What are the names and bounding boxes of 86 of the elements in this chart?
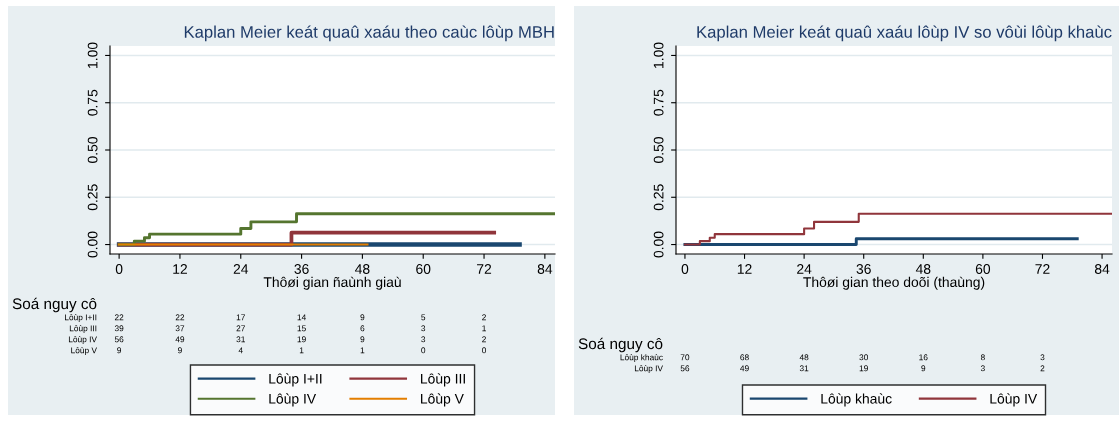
text: 19 <box>859 365 868 372</box>
x-tick-label: 48 <box>355 264 370 274</box>
text: 2 <box>1040 365 1045 372</box>
text: 3 <box>1040 354 1045 361</box>
y-tick-label: 0.50 <box>87 137 98 163</box>
x-tick-label: 60 <box>975 264 991 274</box>
x-tick-label: 0 <box>681 264 689 274</box>
x-axis-title: Thôøi gian theo doõi (thaùng) <box>803 276 985 290</box>
text: Lôùp V <box>71 347 97 355</box>
text: 22 <box>114 314 124 321</box>
x-tick-label: 12 <box>737 264 752 274</box>
text: 9 <box>117 347 122 354</box>
x-tick-label: 84 <box>537 264 553 274</box>
legend-label: Lôùp IV <box>990 393 1038 407</box>
x-tick-label: 24 <box>233 264 249 274</box>
text: 15 <box>297 325 306 332</box>
text: 22 <box>175 314 185 321</box>
text: Lôùp IV <box>68 336 97 344</box>
text: 14 <box>297 314 306 321</box>
text: 37 <box>175 325 185 332</box>
text: 2 <box>482 314 486 321</box>
text: 8 <box>980 354 985 361</box>
text: 56 <box>680 365 690 372</box>
text: 3 <box>421 336 426 343</box>
x-tick-label: 36 <box>294 264 309 274</box>
text: 70 <box>680 354 690 361</box>
y-tick-label: 0.00 <box>87 231 98 258</box>
text: 1 <box>299 347 304 354</box>
text: Soá nguy cô <box>578 337 663 353</box>
text: 49 <box>740 365 749 372</box>
x-tick-label: 72 <box>477 264 492 274</box>
x-tick-label: 12 <box>173 264 187 274</box>
text: 17 <box>236 314 245 321</box>
y-tick-label: 0.50 <box>653 137 664 163</box>
text: 5 <box>421 314 426 321</box>
text: 19 <box>297 336 306 343</box>
chart-title: Kaplan Meier keát quaû xaáu lôùp IV so vôùi lôùp khaùc <box>697 25 1112 42</box>
text: 9 <box>178 347 182 354</box>
text: 31 <box>799 365 809 372</box>
text: Lôùp III <box>69 325 97 333</box>
text: 16 <box>919 354 928 361</box>
y-tick-label: 0.00 <box>653 231 664 258</box>
text: 9 <box>360 336 365 343</box>
y-tick-label: 0.75 <box>653 89 664 116</box>
legend-label: Lôùp khaùc <box>821 393 892 407</box>
text: 3 <box>980 365 985 372</box>
y-tick-label: 1.00 <box>653 42 664 68</box>
text: 4 <box>238 347 243 354</box>
legend-label: Lôùp I+II <box>269 373 322 387</box>
y-tick-label: 0.75 <box>87 89 98 116</box>
x-tick-label: 24 <box>797 264 812 274</box>
text: 0 <box>421 347 426 354</box>
text: 6 <box>360 325 365 332</box>
text: 1 <box>360 347 365 354</box>
x-tick-label: 0 <box>115 264 123 274</box>
text: 56 <box>114 336 124 343</box>
text: 30 <box>859 354 869 361</box>
x-tick-label: 84 <box>1094 264 1110 274</box>
text: Lôùp I+II <box>65 314 97 322</box>
text: 27 <box>236 325 245 332</box>
text: Soá nguy cô <box>12 297 97 313</box>
text: 1 <box>482 325 486 332</box>
y-tick-label: 0.25 <box>87 184 98 211</box>
y-tick-label: 1.00 <box>87 42 98 68</box>
text: 49 <box>175 336 185 343</box>
text: 39 <box>114 325 124 332</box>
text: 9 <box>921 365 926 372</box>
x-axis-title: Thôøi gian ñaùnh giaù <box>263 276 401 290</box>
text: 68 <box>740 354 749 361</box>
x-tick-label: 36 <box>856 264 871 274</box>
x-tick-label: 72 <box>1035 264 1050 274</box>
legend-label: Lôùp IV <box>269 393 317 407</box>
text: 31 <box>236 336 245 343</box>
legend-label: Lôùp III <box>421 373 465 387</box>
text: 9 <box>360 314 365 321</box>
text: Lôùp khaùc <box>620 354 663 362</box>
text: 2 <box>482 336 486 343</box>
text: Lôùp IV <box>634 365 663 373</box>
text: 48 <box>799 354 809 361</box>
text: 3 <box>421 325 426 332</box>
text: 0 <box>482 347 487 354</box>
x-tick-label: 48 <box>915 264 931 274</box>
legend-label: Lôùp V <box>421 393 464 407</box>
y-tick-label: 0.25 <box>653 184 664 211</box>
x-tick-label: 60 <box>416 264 431 274</box>
chart-title: Kaplan Meier keát quaû xaáu theo caùc lôùp MBH <box>184 25 554 42</box>
